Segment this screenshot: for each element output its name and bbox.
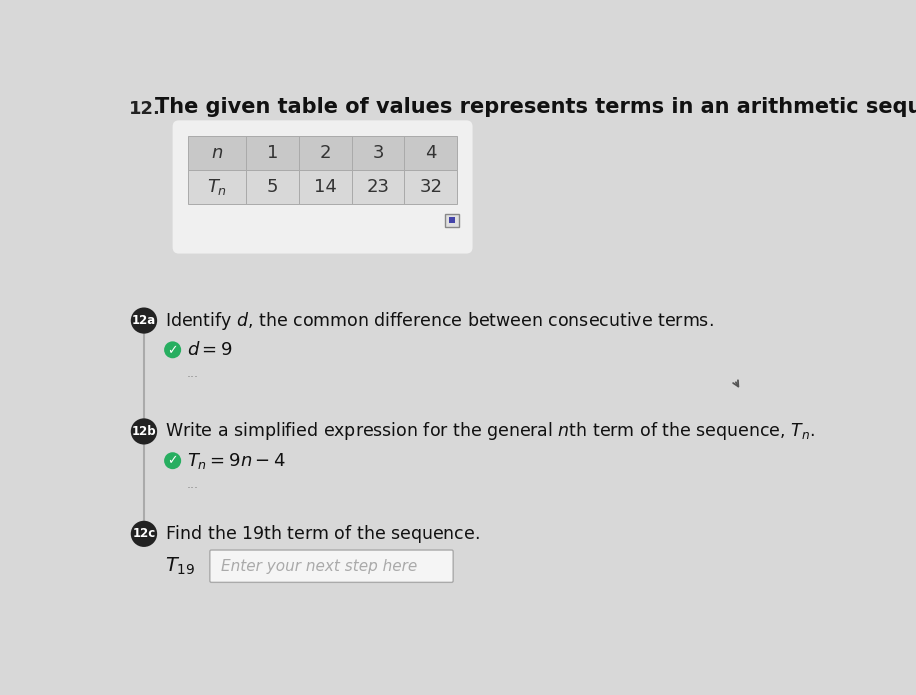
Text: Write a simplified expression for the general $n$th term of the sequence, $T_n$.: Write a simplified expression for the ge… (165, 420, 815, 443)
Text: 32: 32 (420, 178, 442, 195)
Circle shape (164, 452, 181, 469)
Text: ...: ... (187, 367, 199, 379)
Text: 12b: 12b (132, 425, 157, 438)
Text: 3: 3 (372, 144, 384, 162)
Circle shape (131, 307, 158, 334)
Text: 2: 2 (320, 144, 331, 162)
Text: $T_{19}$  $=$: $T_{19}$ $=$ (165, 555, 227, 577)
FancyBboxPatch shape (352, 170, 404, 204)
Text: Enter your next step here: Enter your next step here (221, 559, 417, 573)
Text: The given table of values represents terms in an arithmetic sequence.: The given table of values represents ter… (155, 97, 916, 117)
Text: $n$: $n$ (211, 144, 224, 162)
FancyBboxPatch shape (299, 170, 352, 204)
Text: 1: 1 (267, 144, 278, 162)
Text: 14: 14 (314, 178, 337, 195)
Text: $T_n$: $T_n$ (207, 177, 227, 197)
Text: 12c: 12c (132, 528, 156, 540)
FancyBboxPatch shape (188, 136, 246, 170)
FancyBboxPatch shape (404, 170, 457, 204)
Text: Find the $19$th term of the sequence.: Find the $19$th term of the sequence. (165, 523, 479, 545)
Text: ...: ... (187, 477, 199, 491)
FancyBboxPatch shape (246, 170, 299, 204)
Text: 12a: 12a (132, 314, 156, 327)
FancyBboxPatch shape (246, 136, 299, 170)
FancyBboxPatch shape (299, 136, 352, 170)
FancyBboxPatch shape (445, 213, 460, 227)
FancyBboxPatch shape (188, 170, 246, 204)
FancyBboxPatch shape (210, 550, 453, 582)
FancyBboxPatch shape (449, 217, 454, 223)
Text: $d = 9$: $d = 9$ (187, 341, 233, 359)
Circle shape (164, 341, 181, 359)
Circle shape (131, 418, 158, 445)
FancyBboxPatch shape (172, 120, 473, 254)
Text: ✓: ✓ (168, 455, 178, 468)
Text: Identify $d$, the common difference between consecutive terms.: Identify $d$, the common difference betw… (165, 309, 714, 332)
Text: ✓: ✓ (168, 344, 178, 357)
FancyBboxPatch shape (404, 136, 457, 170)
Circle shape (131, 521, 158, 547)
Text: 23: 23 (366, 178, 389, 195)
FancyBboxPatch shape (352, 136, 404, 170)
Text: $T_n = 9n - 4$: $T_n = 9n - 4$ (187, 450, 286, 471)
Text: 4: 4 (425, 144, 436, 162)
Text: 5: 5 (267, 178, 278, 195)
Text: 12.: 12. (128, 100, 160, 118)
